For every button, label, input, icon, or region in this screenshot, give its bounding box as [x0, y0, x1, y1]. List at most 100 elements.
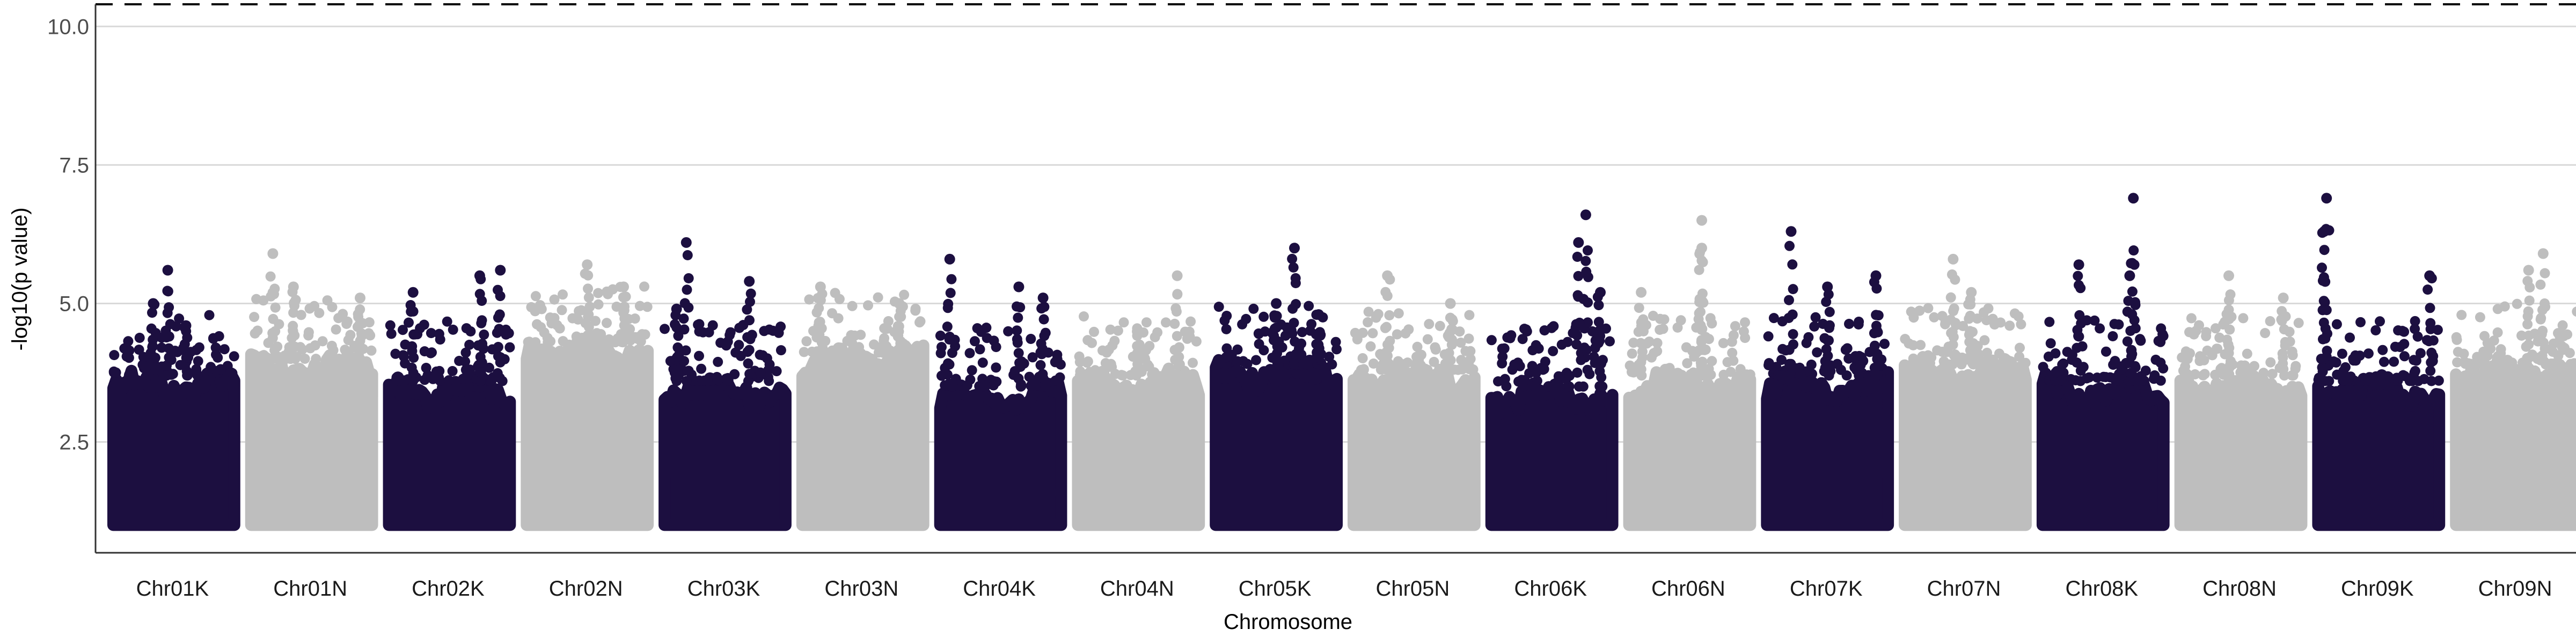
data-point: [572, 334, 583, 345]
data-point: [530, 291, 541, 302]
data-point: [2072, 357, 2082, 368]
data-point: [2535, 279, 2546, 290]
data-point: [593, 299, 604, 310]
data-point: [2194, 356, 2205, 367]
data-point: [1254, 339, 1264, 349]
data-point: [269, 345, 280, 356]
data-point: [460, 364, 471, 375]
x-tick-label: Chr02K: [412, 577, 485, 601]
data-point: [2340, 362, 2351, 372]
data-point: [1949, 350, 1959, 361]
data-point: [1149, 367, 1160, 378]
data-point: [1365, 341, 1376, 352]
data-point: [2290, 363, 2301, 374]
data-point: [303, 330, 314, 341]
data-point: [1463, 333, 1474, 344]
data-point: [682, 250, 693, 260]
data-point: [1097, 345, 1108, 356]
data-point: [1571, 339, 1582, 350]
data-point: [1821, 344, 1832, 355]
point-cloud: [1485, 377, 1619, 531]
data-point: [2453, 347, 2463, 357]
data-point: [1412, 341, 1423, 352]
data-point: [475, 376, 486, 386]
data-point: [2242, 348, 2252, 359]
data-point: [2249, 370, 2260, 381]
data-point: [1393, 308, 1404, 319]
data-point: [1655, 325, 1665, 335]
data-point: [2185, 348, 2195, 358]
data-point: [2423, 284, 2433, 295]
data-point: [1929, 312, 1940, 323]
data-point: [713, 375, 723, 385]
point-cloud: [383, 370, 516, 531]
data-point: [894, 311, 905, 322]
data-point: [2411, 355, 2421, 366]
data-point: [2370, 325, 2381, 335]
data-point: [1416, 349, 1426, 360]
data-point: [1707, 356, 1717, 367]
data-point: [442, 316, 452, 327]
data-point: [944, 334, 955, 345]
data-point: [1722, 357, 1733, 368]
data-point: [1696, 360, 1707, 371]
x-axis-title: Chromosome: [1224, 610, 1352, 634]
data-point: [1169, 318, 1180, 329]
data-point: [1012, 338, 1023, 348]
data-point: [1269, 333, 1280, 344]
data-point: [1400, 358, 1410, 369]
data-point: [755, 367, 766, 378]
data-point: [1940, 317, 1951, 328]
data-point: [326, 353, 336, 364]
peak-point: [1037, 292, 1049, 304]
data-point: [2433, 375, 2444, 386]
data-point: [1832, 358, 1842, 369]
data-point: [2541, 359, 2551, 370]
data-point: [583, 292, 594, 303]
data-point: [2410, 324, 2420, 334]
data-point: [1311, 339, 1322, 349]
data-point: [1015, 381, 1026, 392]
data-point: [764, 359, 775, 370]
x-tick-label: Chr04K: [963, 577, 1036, 601]
data-point: [1738, 326, 1749, 337]
data-point: [847, 301, 858, 311]
data-point: [2482, 338, 2493, 348]
data-point: [1464, 310, 1475, 320]
data-point: [1241, 313, 1252, 324]
data-point: [544, 336, 554, 347]
data-point: [164, 343, 174, 354]
chromosome-chr04n-points: [1072, 270, 1205, 531]
data-point: [1869, 340, 1880, 351]
data-point: [947, 381, 957, 392]
chromosome-chr07k-points: [1761, 226, 1894, 531]
data-point: [226, 367, 237, 378]
peak-point: [894, 298, 905, 309]
data-point: [775, 321, 786, 332]
data-point: [2548, 338, 2559, 349]
data-point: [745, 296, 755, 307]
data-point: [2318, 296, 2329, 306]
data-point: [1384, 310, 1395, 320]
data-point: [2317, 262, 2327, 273]
data-point: [1248, 303, 1259, 314]
data-point: [2540, 268, 2550, 279]
data-point: [1012, 301, 1022, 312]
peak-point: [744, 276, 755, 287]
chromosome-chr07n-points: [1899, 253, 2032, 531]
data-point: [134, 333, 145, 343]
data-point: [1173, 360, 1184, 371]
data-point: [1552, 378, 1562, 389]
data-point: [1519, 375, 1530, 385]
data-point: [1422, 334, 1433, 345]
data-point: [2370, 371, 2381, 382]
data-point: [1509, 359, 1520, 370]
data-point: [354, 319, 365, 330]
point-cloud: [245, 347, 378, 531]
chromosome-chr01n-points: [245, 248, 378, 531]
data-point: [620, 291, 631, 302]
x-tick-label: Chr01N: [273, 577, 347, 601]
data-point: [2451, 332, 2462, 342]
data-point: [1576, 355, 1586, 365]
data-point: [713, 356, 723, 367]
